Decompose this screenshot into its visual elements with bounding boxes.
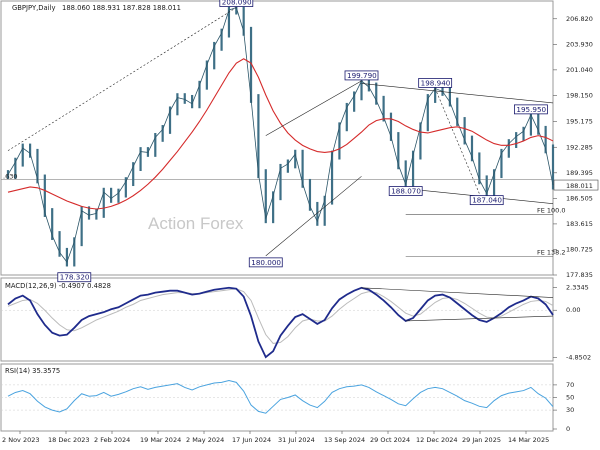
- price-ytick-label: 195.175: [566, 118, 593, 126]
- x-tick-label: 19 Mar 2024: [140, 436, 181, 444]
- price-annotation-label: 208.090: [222, 0, 252, 7]
- price-ytick-label: 183.615: [566, 220, 593, 228]
- x-tick-label: 13 Sep 2024: [324, 436, 365, 444]
- fibonacci-label: FE 138.2: [537, 249, 566, 257]
- price-ytick-label: 206.820: [566, 15, 593, 23]
- price-annotation-box: [219, 0, 254, 7]
- price-annotation-label: 199.790: [347, 71, 377, 80]
- axis-layer: 188.011 206.820 203.930 201.040 198.150 195.1…: [2, 15, 599, 444]
- price-annotation-box: [418, 78, 453, 88]
- current-price-label: 188.011: [566, 182, 593, 190]
- macd-panel: [0, 277, 554, 362]
- price-ytick-label: 180.725: [566, 245, 593, 253]
- macd-trend-line: [405, 315, 554, 322]
- price-annotation-label: 198.940: [421, 78, 451, 87]
- rsi-ytick-label: 70: [566, 381, 574, 389]
- price-panel: [0, 0, 554, 276]
- rsi-ytick-label: 0: [566, 425, 570, 433]
- rsi-line: [7, 379, 554, 414]
- current-price-box: [553, 179, 599, 191]
- trend-line: [7, 7, 237, 151]
- watermark: Action Forex: [148, 214, 244, 233]
- price-header-values: 188.060 188.931 187.828 188.011: [62, 4, 181, 12]
- price-annotation-label: 188.070: [391, 187, 421, 196]
- fibonacci-label: FE 100.0: [537, 206, 566, 214]
- rsi-ytick-label: 30: [566, 406, 574, 414]
- x-tick-label: 17 Jun 2024: [232, 436, 271, 444]
- price-ytick-label: 189.395: [566, 169, 593, 177]
- x-tick-label: 2 Feb 2024: [94, 436, 130, 444]
- macd-layer: [1, 286, 554, 359]
- price-ytick-label: 201.040: [566, 66, 593, 74]
- x-tick-label: 18 Dec 2023: [48, 436, 90, 444]
- macd-trend-line: [361, 287, 554, 298]
- price-ytick-label: 192.285: [566, 143, 593, 151]
- x-tick-label: 31 Jul 2024: [278, 436, 315, 444]
- rsi-ytick-label: 50: [566, 394, 574, 402]
- macd-ytick-label: 2.3345: [566, 283, 589, 291]
- price-ytick-label: 177.835: [566, 271, 593, 279]
- macd-title: MACD(12,26,9) -0.4907 0.4828: [5, 282, 111, 290]
- x-tick-label: 29 Jan 2025: [462, 436, 501, 444]
- trend-line: [434, 88, 480, 194]
- macd-ytick-label: 0.00: [566, 306, 580, 314]
- left-edge-label: .630: [3, 173, 17, 181]
- price-annotation-box: [57, 272, 92, 283]
- price-ytick-label: 198.150: [566, 91, 593, 99]
- price-annotation-box: [388, 186, 423, 196]
- price-annotation-label: 178.320: [60, 273, 90, 282]
- price-layer: FE 100.0 FE 138.2 208.090 178.320 180.000 199…: [1, 0, 566, 283]
- price-annotation-box: [514, 104, 548, 115]
- trend-line: [265, 176, 362, 257]
- x-tick-label: 2 Nov 2023: [2, 436, 40, 444]
- price-series-line: [7, 7, 554, 263]
- price-annotation-label: 187.040: [472, 196, 502, 205]
- macd-signal-line: [7, 288, 554, 344]
- trend-line: [265, 80, 362, 136]
- x-tick-label: 14 Mar 2025: [508, 436, 549, 444]
- macd-line: [7, 286, 554, 359]
- price-annotation-box: [344, 70, 379, 81]
- price-ytick-label: 186.505: [566, 194, 593, 202]
- price-annotation-box: [248, 257, 283, 268]
- rsi-layer: [1, 379, 554, 414]
- price-annotation-label: 180.000: [251, 258, 281, 267]
- price-title: GBPJPY,Daily: [12, 4, 56, 12]
- trend-line: [361, 83, 554, 104]
- macd-ytick-label: -4.8502: [566, 354, 591, 362]
- price-annotation-label: 195.950: [516, 105, 546, 114]
- x-tick-label: 29 Oct 2024: [370, 436, 410, 444]
- x-tick-label: 2 May 2024: [186, 436, 224, 444]
- x-tick-label: 12 Dec 2024: [416, 436, 458, 444]
- price-annotation-box: [469, 195, 504, 206]
- sma-line: [7, 58, 554, 210]
- rsi-title: RSI(14) 35.3575: [5, 367, 60, 375]
- price-ytick-label: 203.930: [566, 40, 593, 48]
